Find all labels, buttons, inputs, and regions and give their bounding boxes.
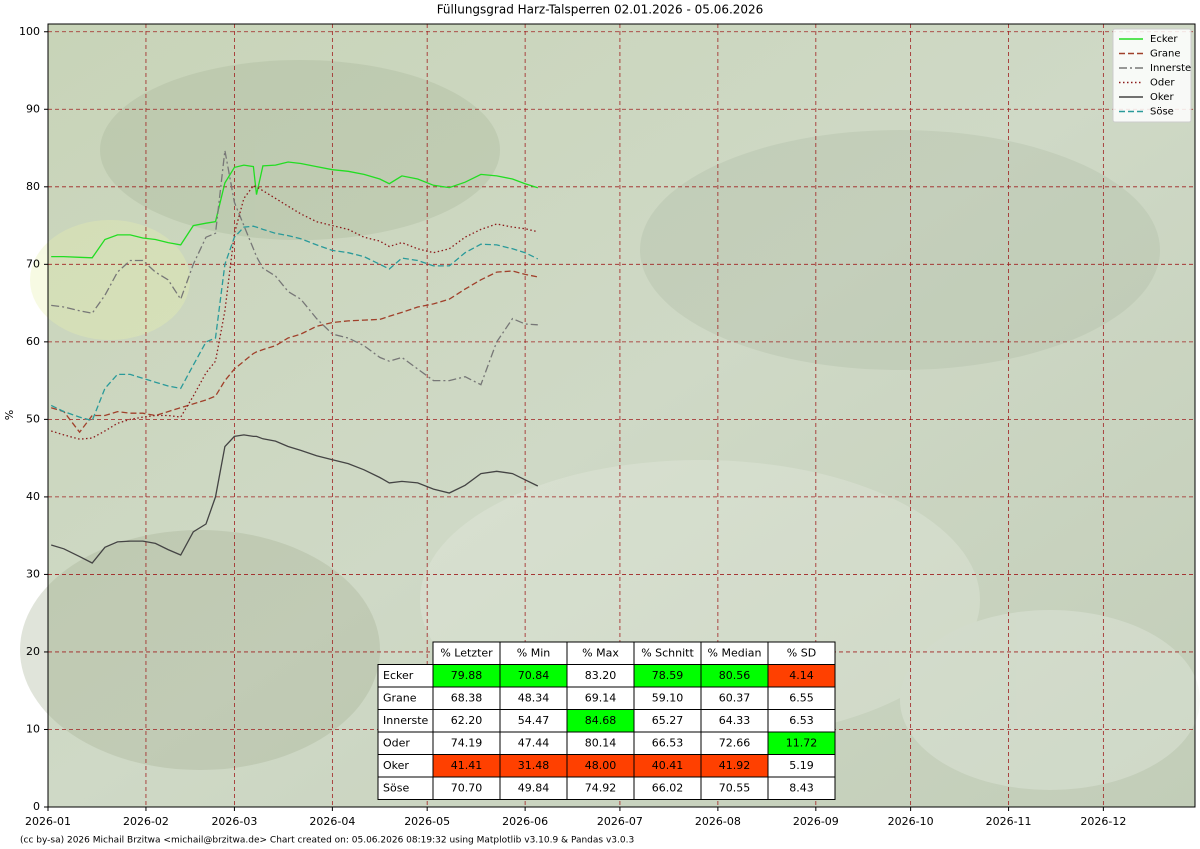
y-tick-label: 40 <box>26 490 40 503</box>
table-value: 49.84 <box>518 781 550 794</box>
plot-frame <box>47 23 1196 808</box>
table-value: 8.43 <box>789 781 814 794</box>
table-value: 59.10 <box>652 691 684 704</box>
background-photo <box>20 60 1200 790</box>
series-line <box>50 225 539 422</box>
table-value: 5.19 <box>789 759 814 772</box>
table-row-header: Grane <box>383 691 417 704</box>
table-header: % Median <box>708 646 762 659</box>
legend-label: Grane <box>1150 49 1180 60</box>
y-tick-label: 60 <box>26 335 40 348</box>
legend-box <box>1112 28 1192 123</box>
y-tick-label: 50 <box>26 412 40 425</box>
x-tick-label: 2026-04 <box>309 815 355 828</box>
table-header: % Schnitt <box>641 646 694 659</box>
table-value: 11.72 <box>786 736 818 749</box>
table-header: % Max <box>582 646 619 659</box>
table-row-header: Oker <box>383 759 409 772</box>
table-value: 66.02 <box>652 781 684 794</box>
table-header: % SD <box>787 646 816 659</box>
table-row-header: Ecker <box>383 669 414 682</box>
footer: (cc by-sa) 2026 Michail Brzitwa <michail… <box>20 836 634 846</box>
table-header: % Min <box>517 646 550 659</box>
table-value: 62.20 <box>451 714 483 727</box>
table-value: 31.48 <box>518 759 550 772</box>
x-tick-label: 2026-01 <box>25 815 71 828</box>
y-tick-label: 80 <box>26 180 40 193</box>
legend-label: Oker <box>1150 92 1174 103</box>
table-value: 48.00 <box>585 759 617 772</box>
table-row-header: Söse <box>383 781 409 794</box>
y-tick-label: 10 <box>26 722 40 735</box>
y-tick-label: 20 <box>26 645 40 658</box>
table-value: 66.53 <box>652 736 684 749</box>
x-tick-label: 2026-02 <box>123 815 169 828</box>
legend-label: Innerste <box>1150 63 1191 74</box>
x-tick-label: 2026-09 <box>793 815 839 828</box>
table-value: 47.44 <box>518 736 550 749</box>
series-line <box>51 270 538 434</box>
x-tick-label: 2026-08 <box>695 815 741 828</box>
table-value: 72.66 <box>719 736 751 749</box>
series-line <box>51 434 539 564</box>
lines <box>50 150 539 564</box>
table-header: % Letzter <box>440 646 493 659</box>
table-cell <box>767 776 836 800</box>
table-value: 6.55 <box>789 691 814 704</box>
table-value: 68.38 <box>451 691 483 704</box>
x-tick-label: 2026-11 <box>986 815 1032 828</box>
series-line <box>51 161 538 259</box>
x-tick-label: 2026-05 <box>404 815 450 828</box>
series-line <box>51 184 538 440</box>
table-value: 84.68 <box>585 714 617 727</box>
legend-label: Ecker <box>1150 34 1178 45</box>
y-tick-label: 0 <box>33 800 40 813</box>
table-value: 69.14 <box>585 691 617 704</box>
y-tick-label: 70 <box>26 257 40 270</box>
table-value: 65.27 <box>652 714 684 727</box>
table-value: 41.92 <box>719 759 751 772</box>
table-value: 6.53 <box>789 714 814 727</box>
table-value: 70.84 <box>518 669 550 682</box>
y-tick-label: 30 <box>26 567 40 580</box>
table-value: 54.47 <box>518 714 550 727</box>
y-axis-label: % <box>3 410 16 420</box>
legend-label: Oder <box>1150 78 1175 89</box>
table-value: 4.14 <box>789 669 814 682</box>
table-row-header: Innerste <box>383 714 429 727</box>
x-tick-label: 2026-07 <box>597 815 643 828</box>
legend: Ecker Grane Innerste Oder Oker Söse <box>1112 28 1192 123</box>
stats-table: % Letzter % Min % Max % Schnitt % Median % SD… <box>377 641 836 800</box>
legend-label: Söse <box>1150 107 1174 118</box>
y-tick-label: 100 <box>19 25 40 38</box>
x-tick-label: 2026-12 <box>1080 815 1126 828</box>
table-value: 79.88 <box>451 669 483 682</box>
x-tick-label: 2026-06 <box>502 815 548 828</box>
table-value: 70.70 <box>451 781 483 794</box>
table-value: 64.33 <box>719 714 751 727</box>
table-value: 40.41 <box>652 759 684 772</box>
table-value: 60.37 <box>719 691 751 704</box>
series-line <box>51 150 538 386</box>
table-value: 70.55 <box>719 781 751 794</box>
table-value: 80.56 <box>719 669 751 682</box>
table-value: 74.19 <box>451 736 483 749</box>
x-tick-label: 2026-10 <box>888 815 934 828</box>
table-row-header: Oder <box>383 736 410 749</box>
chart-title: Füllungsgrad Harz-Talsperren 02.01.2026 … <box>437 3 764 17</box>
x-tick-label: 2026-03 <box>211 815 257 828</box>
table-value: 83.20 <box>585 669 617 682</box>
table-value: 78.59 <box>652 669 684 682</box>
table-value: 80.14 <box>585 736 617 749</box>
y-tick-label: 90 <box>26 102 40 115</box>
table-value: 74.92 <box>585 781 617 794</box>
table-value: 41.41 <box>451 759 483 772</box>
table-value: 48.34 <box>518 691 550 704</box>
